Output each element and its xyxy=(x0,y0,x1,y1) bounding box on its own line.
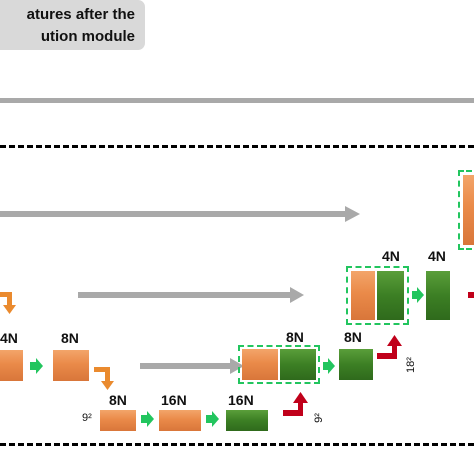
frame-bottom-dashed-line xyxy=(0,443,474,446)
legend-text: atures after the ution module xyxy=(0,4,145,48)
frame-top-dashed-line xyxy=(0,145,474,148)
upsample-arrow-2 xyxy=(377,335,402,359)
upsample-arrow-3 xyxy=(468,292,474,298)
concat-skip-block-8n xyxy=(242,349,278,380)
downsample-arrow-2 xyxy=(94,367,114,390)
label-8n-low: 8N xyxy=(109,392,127,408)
label-8n-encoder: 8N xyxy=(61,330,79,346)
forward-arrow-1 xyxy=(30,358,43,374)
concat-up-block-4n xyxy=(377,271,404,320)
encoder-block-8n xyxy=(53,350,89,381)
legend-line-1: atures after the xyxy=(26,6,135,23)
encoder-block-4n xyxy=(0,350,23,381)
legend-line-2: ution module xyxy=(40,28,135,45)
label-4n-decoder: 4N xyxy=(428,248,446,264)
encoder-block-8n-low xyxy=(100,410,136,431)
forward-arrow-2 xyxy=(141,411,154,427)
bottleneck-block-16n xyxy=(159,410,201,431)
label-16n-a: 16N xyxy=(161,392,187,408)
size-18: 18² xyxy=(404,357,417,373)
concat-up-block-8n xyxy=(280,349,316,380)
bottleneck-block-16n-green xyxy=(226,410,268,431)
forward-arrow-5 xyxy=(412,287,424,303)
concat-group-8n xyxy=(238,345,320,384)
legend-skip-line xyxy=(0,98,474,103)
label-8n-concat: 8N xyxy=(286,329,304,345)
legend-box: atures after the ution module xyxy=(0,0,145,50)
upsample-arrow-1 xyxy=(283,392,308,416)
label-4n-left: 4N xyxy=(0,330,18,346)
skip-arrow-top xyxy=(0,206,360,222)
decoder-block-8n xyxy=(339,349,373,380)
forward-arrow-4 xyxy=(323,358,335,374)
concat-group-4n xyxy=(346,266,409,325)
decoder-block-4n xyxy=(426,271,450,320)
size-9-a: 9² xyxy=(82,412,92,424)
label-8n-decoder: 8N xyxy=(344,329,362,345)
concat-group-2n xyxy=(458,170,474,250)
skip-arrow-middle xyxy=(78,287,304,303)
skip-arrow-bottom xyxy=(140,358,244,374)
forward-arrow-3 xyxy=(206,411,219,427)
concat-skip-block-2n xyxy=(463,175,474,245)
label-4n-concat: 4N xyxy=(382,248,400,264)
size-9-b: 9² xyxy=(312,413,325,423)
downsample-arrow-1 xyxy=(0,292,16,314)
concat-skip-block-4n xyxy=(351,271,375,320)
label-16n-b: 16N xyxy=(228,392,254,408)
